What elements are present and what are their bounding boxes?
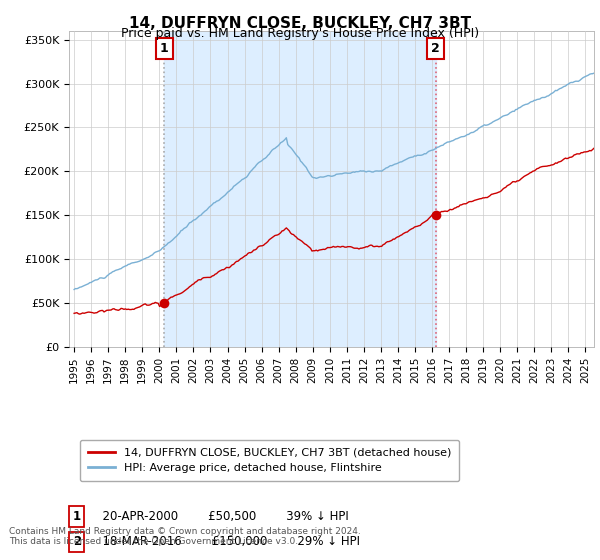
Text: 1: 1 <box>160 42 169 55</box>
Text: 18-MAR-2016        £150,000        29% ↓ HPI: 18-MAR-2016 £150,000 29% ↓ HPI <box>95 535 360 548</box>
Text: 1: 1 <box>73 510 81 523</box>
Text: Contains HM Land Registry data © Crown copyright and database right 2024.
This d: Contains HM Land Registry data © Crown c… <box>9 526 361 546</box>
Text: 20-APR-2000        £50,500        39% ↓ HPI: 20-APR-2000 £50,500 39% ↓ HPI <box>95 510 349 523</box>
Text: 14, DUFFRYN CLOSE, BUCKLEY, CH7 3BT: 14, DUFFRYN CLOSE, BUCKLEY, CH7 3BT <box>129 16 471 31</box>
Text: 2: 2 <box>431 42 440 55</box>
Text: Price paid vs. HM Land Registry's House Price Index (HPI): Price paid vs. HM Land Registry's House … <box>121 27 479 40</box>
Legend: 14, DUFFRYN CLOSE, BUCKLEY, CH7 3BT (detached house), HPI: Average price, detach: 14, DUFFRYN CLOSE, BUCKLEY, CH7 3BT (det… <box>80 440 460 481</box>
Text: 2: 2 <box>73 535 81 548</box>
Bar <box>164 31 436 347</box>
